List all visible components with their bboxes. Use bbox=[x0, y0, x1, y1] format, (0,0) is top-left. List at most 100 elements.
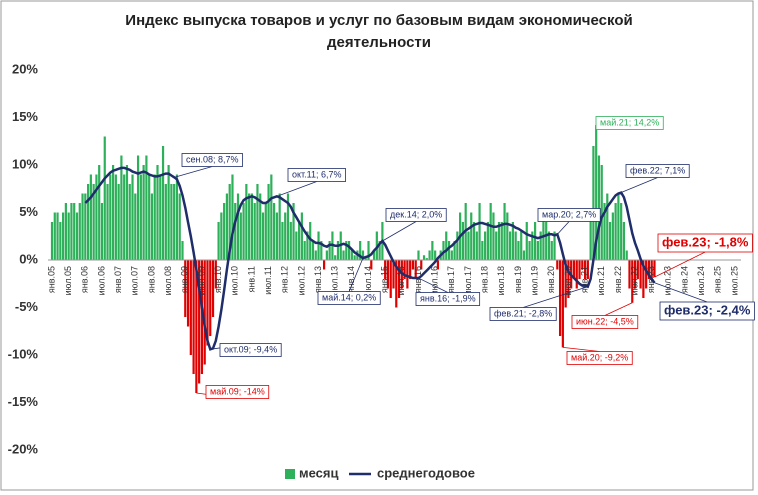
bar bbox=[153, 174, 156, 260]
bar bbox=[86, 184, 90, 260]
bar bbox=[281, 222, 284, 260]
bar bbox=[125, 165, 129, 260]
bar bbox=[292, 203, 295, 260]
bar bbox=[350, 250, 353, 260]
annotation-leader bbox=[604, 302, 633, 316]
x-tick-label: янв.15 bbox=[380, 266, 390, 293]
x-tick-label: янв.21 bbox=[579, 266, 589, 293]
bar bbox=[522, 250, 526, 260]
bar bbox=[284, 212, 287, 260]
bar bbox=[248, 193, 251, 260]
annotation-box bbox=[205, 385, 270, 399]
bar bbox=[170, 184, 173, 260]
x-tick-label: янв.11 bbox=[246, 266, 256, 292]
bar bbox=[425, 258, 428, 260]
bar bbox=[275, 212, 278, 260]
bar bbox=[645, 260, 648, 289]
bar bbox=[639, 260, 642, 289]
annotation-box bbox=[415, 292, 481, 306]
bar bbox=[600, 165, 603, 260]
annotation: май.20; -9,2% bbox=[571, 352, 628, 362]
bar bbox=[89, 174, 92, 260]
bar bbox=[422, 255, 426, 260]
annotation: окт.11; 6,7% bbox=[292, 169, 342, 179]
annotation: фев.23; -2,4% bbox=[664, 302, 751, 317]
annotation-box bbox=[595, 116, 664, 130]
bar bbox=[367, 241, 370, 260]
y-tick-label: 10% bbox=[12, 156, 38, 171]
bar bbox=[134, 193, 137, 260]
bar bbox=[595, 125, 598, 260]
bar bbox=[73, 203, 76, 260]
bar bbox=[164, 184, 167, 260]
bar bbox=[278, 193, 281, 260]
bar bbox=[606, 193, 609, 260]
annotation-box bbox=[625, 164, 690, 178]
annotation-leader bbox=[557, 221, 570, 235]
annotation: фев.22; 7,1% bbox=[630, 165, 685, 175]
x-tick-label: янв.20 bbox=[546, 266, 556, 293]
bar bbox=[597, 155, 601, 260]
bar bbox=[84, 193, 87, 260]
x-tick-label: июл.05 bbox=[63, 266, 73, 295]
bar bbox=[378, 241, 381, 260]
bar bbox=[511, 222, 514, 260]
bar bbox=[50, 222, 54, 260]
x-tick-label: янв.16 bbox=[413, 266, 423, 293]
bar bbox=[261, 212, 265, 260]
bar bbox=[245, 184, 248, 260]
bar bbox=[561, 260, 564, 348]
annotation-box bbox=[385, 208, 447, 222]
bar bbox=[200, 260, 204, 374]
bar bbox=[206, 260, 209, 346]
bar bbox=[389, 260, 392, 298]
annotation-leader bbox=[654, 282, 708, 303]
bar bbox=[533, 222, 537, 260]
bar bbox=[184, 260, 187, 317]
line-series bbox=[84, 166, 656, 351]
bar bbox=[583, 260, 587, 279]
bar bbox=[231, 174, 234, 260]
bar bbox=[145, 155, 148, 260]
x-tick-label: июл.09 bbox=[196, 266, 206, 295]
bar bbox=[545, 222, 548, 260]
annotation-leader bbox=[382, 221, 417, 242]
x-tick-label: янв.09 bbox=[180, 266, 190, 293]
x-tick-label: янв.19 bbox=[513, 266, 523, 293]
bar bbox=[336, 241, 340, 260]
bar bbox=[267, 184, 270, 260]
annotation-leader bbox=[522, 286, 588, 308]
annotation: май.14; 0,2% bbox=[322, 292, 376, 302]
annotation: май.09; -14% bbox=[210, 386, 265, 396]
bar bbox=[450, 250, 453, 260]
bar bbox=[203, 260, 206, 365]
bar bbox=[572, 260, 576, 279]
annotation: июн.22; -4,5% bbox=[576, 316, 634, 326]
bar bbox=[442, 241, 445, 260]
bar bbox=[567, 260, 570, 298]
bar bbox=[481, 241, 484, 260]
x-tick-label: июл.15 bbox=[396, 266, 406, 295]
x-tick-label: янв.17 bbox=[446, 266, 456, 293]
bar bbox=[428, 250, 431, 260]
bar bbox=[525, 222, 528, 260]
x-tick-label: янв.18 bbox=[479, 266, 489, 293]
bar bbox=[289, 222, 292, 260]
bar bbox=[320, 241, 323, 260]
y-tick-label: -15% bbox=[8, 394, 39, 409]
bar bbox=[536, 241, 539, 260]
bar bbox=[109, 174, 112, 260]
x-tick-label: июл.24 bbox=[696, 266, 706, 295]
annotation-box bbox=[571, 315, 639, 329]
bar bbox=[472, 222, 476, 260]
bar bbox=[67, 212, 70, 260]
bar bbox=[500, 222, 503, 260]
annotation: сен.08; 8,7% bbox=[186, 154, 239, 164]
y-tick-label: -20% bbox=[8, 441, 39, 456]
annotation: фев.21; -2,8% bbox=[494, 308, 552, 318]
x-tick-label: июл.06 bbox=[96, 266, 106, 295]
bar bbox=[564, 260, 567, 308]
x-tick-label: июл.17 bbox=[463, 266, 473, 295]
bar bbox=[325, 250, 328, 260]
